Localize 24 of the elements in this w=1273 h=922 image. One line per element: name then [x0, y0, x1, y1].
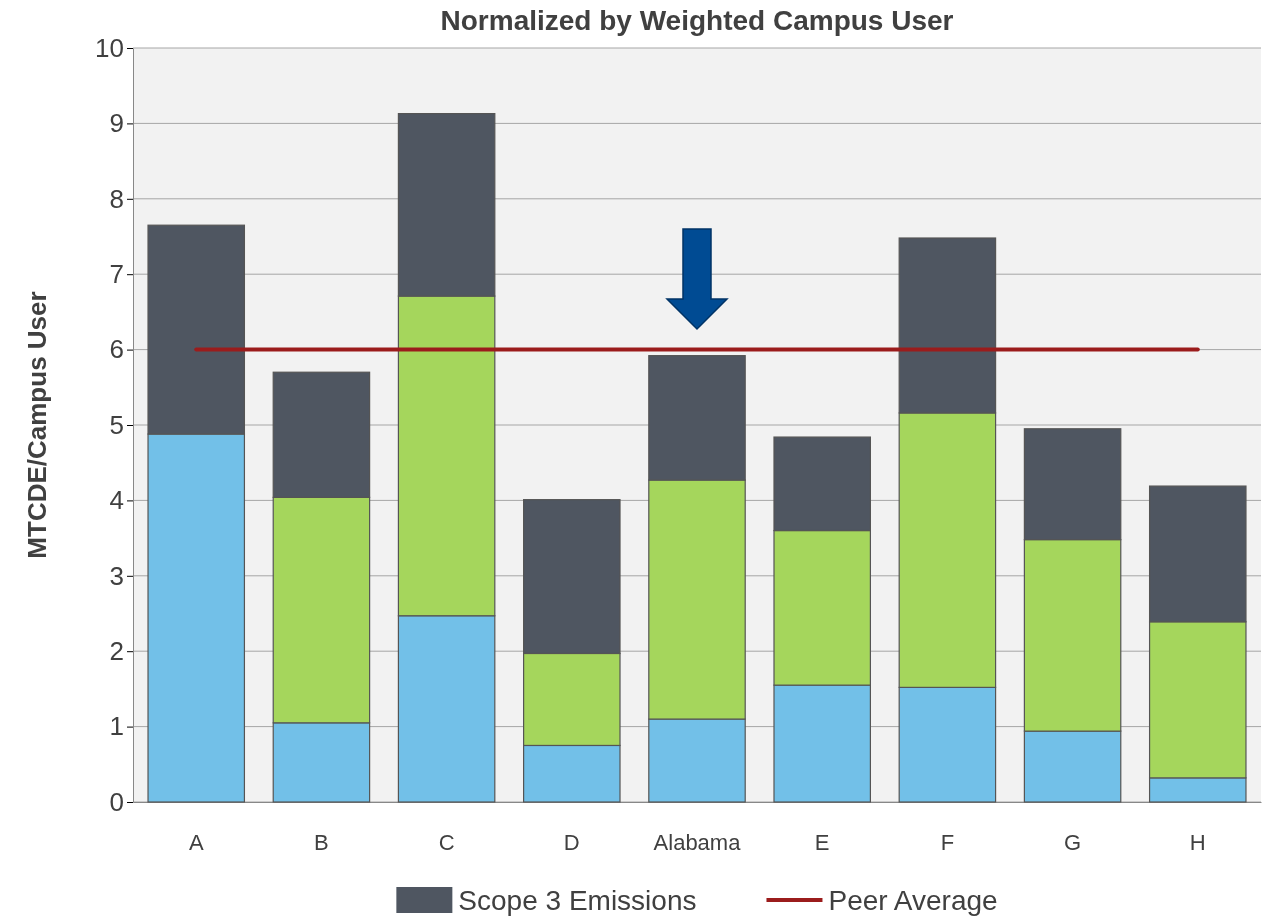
y-tick-label: 2: [109, 636, 124, 667]
x-tick-label: E: [814, 829, 830, 855]
y-tick-label: 5: [109, 409, 124, 440]
x-tick-label: D: [563, 829, 580, 855]
y-tick-label: 7: [109, 259, 124, 290]
legend-label: Scope 3 Emissions: [458, 885, 697, 916]
legend-label: Peer Average: [828, 885, 998, 916]
x-tick-label: H: [1189, 829, 1206, 855]
chart-title: Normalized by Weighted Campus User: [440, 5, 954, 36]
y-tick-label: 6: [109, 334, 124, 365]
x-tick-label: A: [188, 829, 204, 855]
x-tick-label: B: [314, 829, 329, 855]
y-tick-label: 4: [109, 485, 124, 516]
y-tick-label: 0: [109, 786, 124, 817]
y-tick-label: 10: [95, 32, 124, 63]
y-axis-title: MTCDE/Campus User: [22, 291, 52, 559]
x-tick-label: Alabama: [653, 829, 742, 855]
y-tick-label: 9: [109, 108, 124, 139]
y-tick-label: 8: [109, 183, 124, 214]
y-tick-label: 3: [109, 560, 124, 591]
y-tick-label: 1: [109, 711, 124, 742]
x-tick-label: F: [940, 829, 955, 855]
x-tick-label: C: [438, 829, 455, 855]
x-tick-label: G: [1064, 829, 1082, 855]
